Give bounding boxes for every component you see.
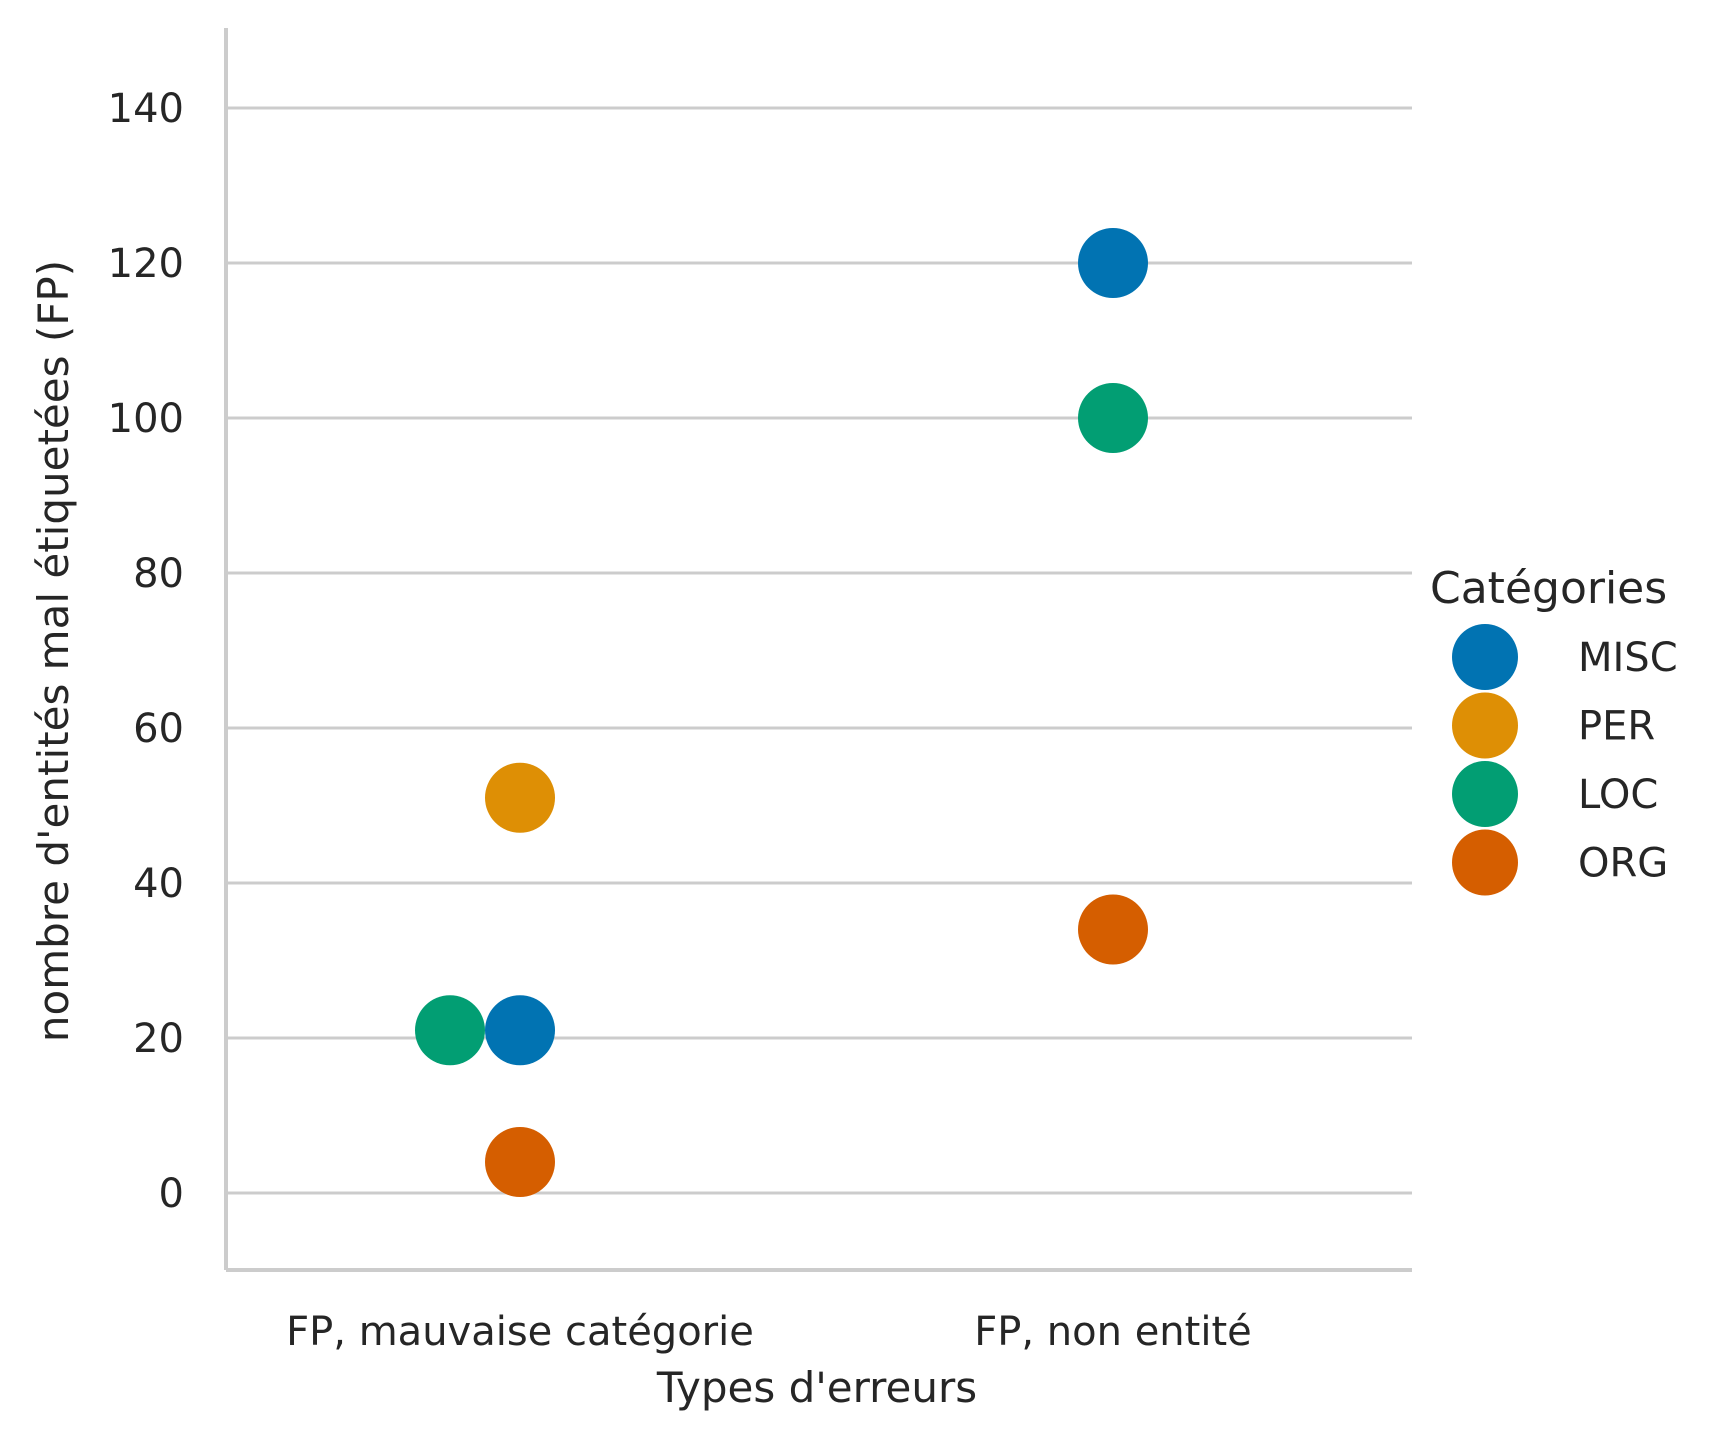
- y-tick-label: 60: [133, 706, 184, 752]
- y-tick-label: 80: [133, 551, 184, 597]
- legend-label-org: ORG: [1578, 841, 1668, 887]
- legend-label-per: PER: [1578, 704, 1655, 750]
- data-point-misc: [485, 995, 555, 1066]
- legend-label-misc: MISC: [1578, 635, 1678, 681]
- y-tick-label: 40: [133, 861, 184, 907]
- y-tick-label: 120: [108, 241, 184, 287]
- x-tick-label: FP, non entité: [974, 1309, 1252, 1355]
- legend-title: Catégories: [1430, 563, 1667, 614]
- data-point-org: [485, 1127, 555, 1197]
- x-tick-label: FP, mauvaise catégorie: [286, 1309, 754, 1355]
- y-tick-label: 20: [133, 1016, 184, 1062]
- data-point-loc: [1078, 383, 1148, 453]
- x-axis-title: Types d'erreurs: [656, 1363, 977, 1412]
- legend: Catégories MISC PER LOC ORG: [1430, 563, 1678, 896]
- y-tick-label: 100: [108, 396, 184, 442]
- legend-label-loc: LOC: [1578, 772, 1658, 818]
- y-axis-title: nombre d'entités mal étiquetées (FP): [29, 260, 78, 1042]
- data-point-misc: [1078, 228, 1148, 298]
- y-tick-label: 0: [159, 1171, 184, 1217]
- data-point-per: [485, 762, 555, 833]
- gridlines: [226, 106, 1412, 1195]
- x-tick-labels: FP, mauvaise catégorie FP, non entité: [286, 1309, 1252, 1355]
- legend-marker-org: [1452, 829, 1518, 896]
- legend-marker-misc: [1452, 624, 1518, 690]
- data-point-org: [1078, 894, 1148, 965]
- legend-marker-per: [1452, 692, 1518, 759]
- y-tick-labels: 0 20 40 60 80 100 120 140: [108, 86, 184, 1217]
- data-points: [415, 228, 1148, 1197]
- data-point-loc: [415, 995, 485, 1066]
- y-tick-label: 140: [108, 86, 184, 132]
- legend-marker-loc: [1452, 761, 1518, 827]
